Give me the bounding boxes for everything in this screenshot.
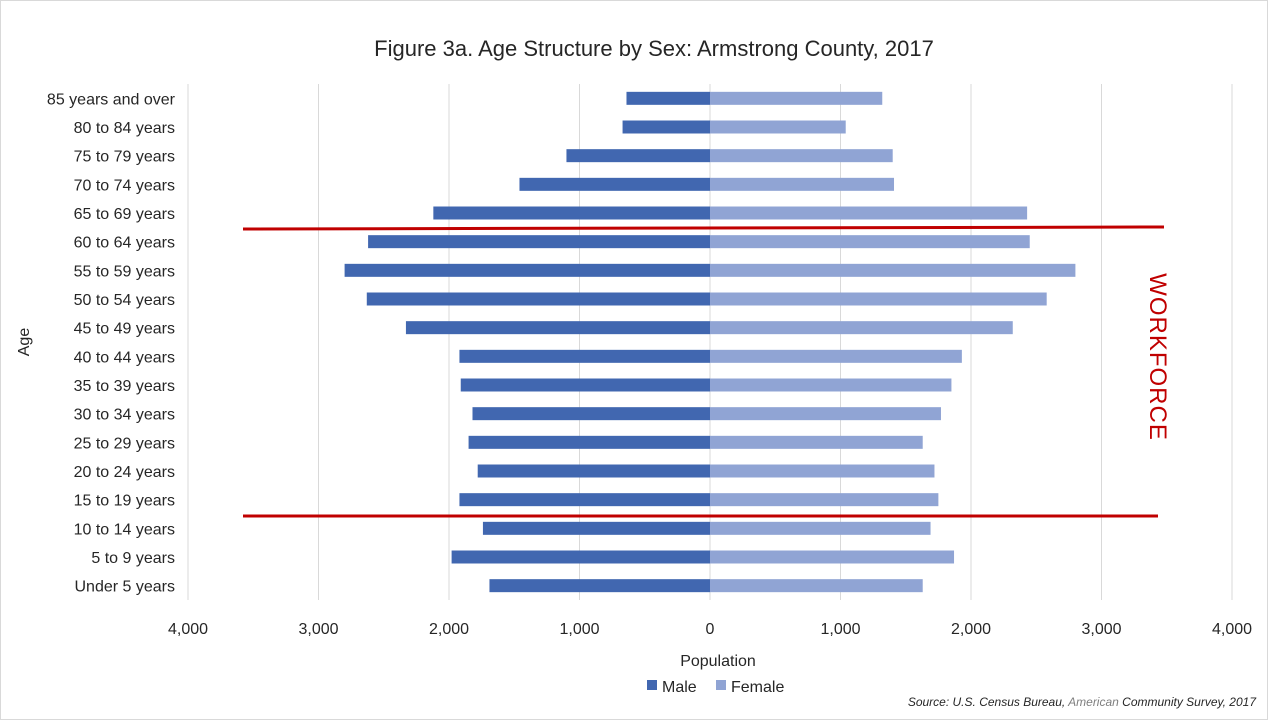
workforce-label: WORKFORCE (1144, 273, 1171, 441)
category-label: Under 5 years (75, 579, 176, 596)
category-label: 40 to 44 years (74, 349, 175, 366)
y-axis-label: Age (16, 328, 33, 357)
bar-male (344, 263, 710, 277)
bar-female (710, 464, 935, 478)
bar-female (710, 120, 846, 134)
x-tick-label: 2,000 (429, 621, 469, 638)
x-tick-label: 3,000 (1081, 621, 1121, 638)
bar-female (710, 521, 931, 535)
x-tick-label: 1,000 (559, 621, 599, 638)
category-label: 30 to 34 years (74, 407, 175, 424)
bar-male (472, 407, 710, 421)
legend-swatch (716, 680, 726, 690)
x-tick-label: 3,000 (298, 621, 338, 638)
bar-female (710, 235, 1030, 249)
bar-female (710, 378, 952, 392)
bar-female (710, 550, 955, 564)
x-tick-label: 4,000 (168, 621, 208, 638)
chart-title: Figure 3a. Age Structure by Sex: Armstro… (374, 36, 934, 61)
bar-male (459, 493, 710, 507)
bar-male (405, 321, 710, 335)
category-label: 75 to 79 years (74, 149, 175, 166)
legend-swatch (647, 680, 657, 690)
bar-female (710, 292, 1047, 306)
bar-female (710, 321, 1013, 335)
x-tick-labels: 4,000 3,000 2,000 1,000 0 1,000 2,000 3,000 4,00… (168, 621, 1252, 638)
source-prefix: Source: U.S. Census Bureau, (908, 695, 1068, 709)
category-label: 70 to 74 years (74, 177, 175, 194)
bar-female (710, 263, 1076, 277)
bar-male (433, 206, 710, 220)
category-label: 35 to 39 years (74, 378, 175, 395)
bar-female (710, 91, 883, 105)
bar-male (519, 177, 710, 191)
legend-label: Female (731, 679, 784, 696)
category-label: 55 to 59 years (74, 263, 175, 280)
category-label: 60 to 64 years (74, 235, 175, 252)
bar-male (459, 349, 710, 363)
category-label: 20 to 24 years (74, 464, 175, 481)
gridlines (187, 84, 1233, 600)
source-em: American (1067, 695, 1119, 709)
category-label: 80 to 84 years (74, 120, 175, 137)
category-label: 85 years and over (47, 91, 176, 108)
bar-female (710, 493, 939, 507)
bar-male (566, 149, 710, 163)
bar-female (710, 206, 1028, 220)
bar-male (489, 579, 710, 593)
bar-male (366, 292, 710, 306)
legend-label: Male (662, 679, 697, 696)
source-note: Source: U.S. Census Bureau, American Com… (908, 695, 1257, 709)
category-labels: 85 years and over 80 to 84 years 75 to 79 … (47, 91, 176, 595)
x-tick-label: 2,000 (951, 621, 991, 638)
bar-male (368, 235, 710, 249)
workforce-top-line (242, 225, 1165, 231)
bars (344, 91, 1076, 593)
x-tick-label: 1,000 (820, 621, 860, 638)
source-suffix: Community Survey, 2017 (1119, 695, 1257, 709)
bar-male (460, 378, 710, 392)
bar-female (710, 177, 895, 191)
bar-male (477, 464, 710, 478)
x-axis-label: Population (680, 653, 756, 670)
bar-male (622, 120, 710, 134)
bar-male (626, 91, 710, 105)
bar-male (482, 521, 710, 535)
workforce-annotation: WORKFORCE (242, 225, 1171, 518)
bar-female (710, 435, 923, 449)
legend: Male Female (647, 679, 784, 696)
category-label: 5 to 9 years (91, 550, 175, 567)
bar-female (710, 349, 962, 363)
bar-female (710, 149, 893, 163)
category-label: 50 to 54 years (74, 292, 175, 309)
x-tick-label: 4,000 (1212, 621, 1252, 638)
bar-male (468, 435, 710, 449)
category-label: 45 to 49 years (74, 321, 175, 338)
category-label: 15 to 19 years (74, 493, 175, 510)
bar-female (710, 407, 941, 421)
category-label: 10 to 14 years (74, 521, 175, 538)
bar-female (710, 579, 923, 593)
x-tick-label: 0 (706, 621, 715, 638)
category-label: 65 to 69 years (74, 206, 175, 223)
category-label: 25 to 29 years (74, 435, 175, 452)
bar-male (451, 550, 710, 564)
